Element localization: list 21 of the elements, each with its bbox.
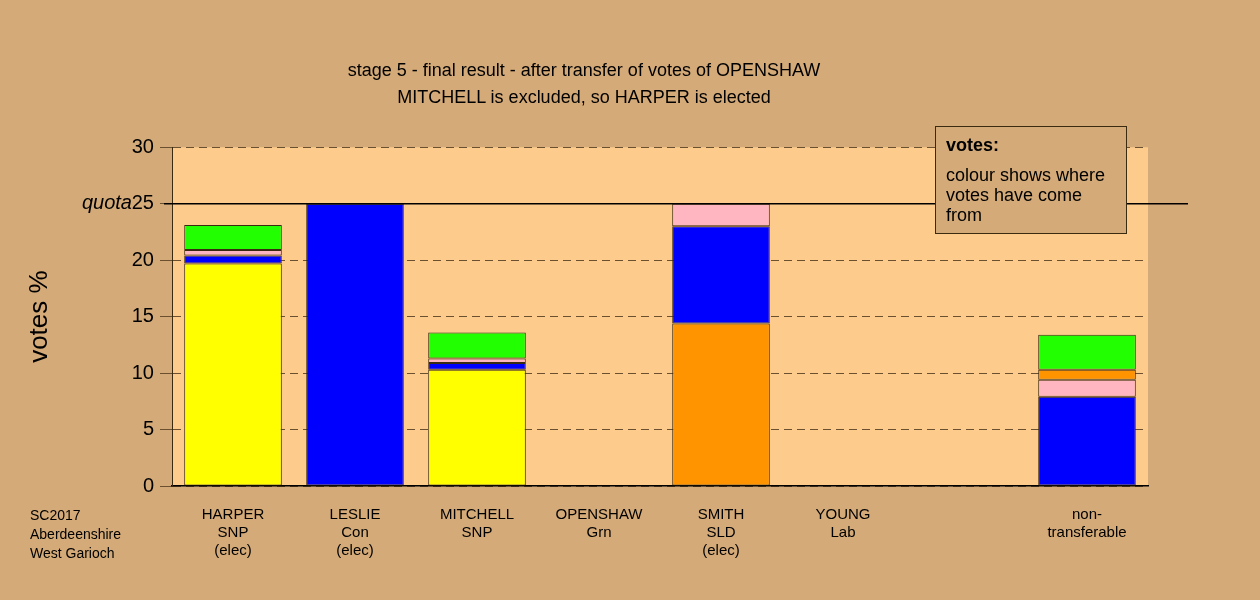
x-tick-label: YOUNG Lab [815, 505, 871, 541]
x-tick-label: LESLIE Con (elec) [329, 505, 381, 559]
chart-title: stage 5 - final result - after transfer of votes of OPENSHAW [347, 59, 821, 80]
y-tick-label: 10 [131, 360, 154, 383]
ref-line-label: quota [81, 191, 132, 214]
x-tick-label: HARPER SNP (elec) [201, 505, 265, 559]
x-tick-label: SMITH SLD (elec) [697, 505, 745, 559]
y-tick-label: 15 [131, 304, 154, 327]
chart-subtitle: MITCHELL is excluded, so HARPER is elected [397, 87, 771, 108]
x-tick-label: non- transferable [1047, 505, 1127, 541]
y-tick-label: 0 [142, 473, 154, 496]
annotation: colour shows where votes have come from [946, 165, 1107, 225]
annotation: votes: [946, 135, 1000, 155]
x-tick-label: MITCHELL SNP [439, 505, 515, 541]
y-tick-label: 20 [131, 247, 154, 270]
x-tick-label: OPENSHAW Grn [555, 505, 644, 541]
text: SC2017 Aberdeenshire West Garioch [30, 506, 122, 563]
y-tick-label: 30 [131, 134, 154, 157]
y-tick-label: 25 [131, 191, 154, 214]
y-tick-label: 5 [142, 417, 154, 440]
y-axis-title: votes % [22, 270, 53, 363]
